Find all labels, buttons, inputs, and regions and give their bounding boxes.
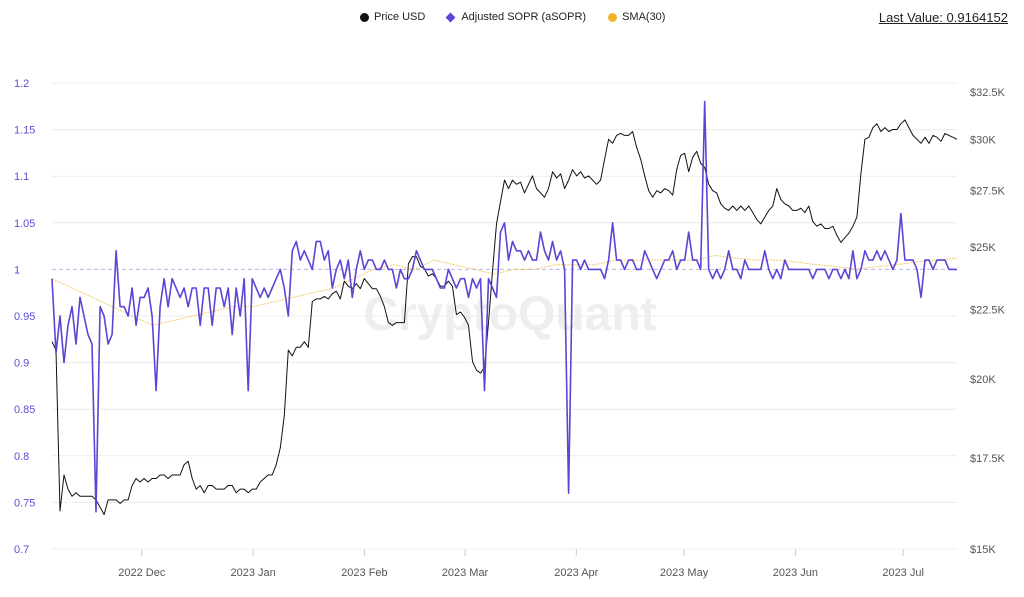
right-axis-tick-label: $17.5K [970, 453, 1006, 465]
legend-label: Adjusted SOPR (aSOPR) [461, 11, 587, 23]
circle-marker-icon [608, 12, 618, 22]
right-axis-tick-label: $15K [970, 544, 996, 556]
left-axis-tick-label: 1 [14, 264, 20, 276]
left-axis-tick-label: 1.05 [14, 218, 35, 230]
legend-item-asopr[interactable]: Adjusted SOPR (aSOPR) [445, 11, 587, 23]
right-axis-tick-label: $22.5K [970, 304, 1006, 316]
right-axis-tick-label: $30K [970, 134, 996, 146]
x-axis-tick-label: 2023 Jun [773, 567, 818, 579]
x-axis-tick-label: 2023 Jan [230, 567, 275, 579]
watermark: CryptoQuant [363, 288, 656, 341]
left-axis-tick-label: 1.15 [14, 125, 35, 137]
left-axis-tick-label: 0.9 [14, 358, 29, 370]
left-axis-tick-label: 0.8 [14, 451, 29, 463]
series-line-sma-30- [51, 254, 958, 326]
right-axis-tick-label: $32.5K [970, 87, 1006, 99]
left-axis-tick-label: 0.7 [14, 544, 29, 556]
x-axis-tick-label: 2023 Mar [442, 567, 489, 579]
left-axis-tick-label: 1.2 [14, 78, 29, 90]
chart-legend: Price USD Adjusted SOPR (aSOPR) SMA(30) [360, 11, 665, 23]
legend-label: Price USD [374, 11, 426, 23]
x-axis-tick-label: 2023 Feb [341, 567, 387, 579]
left-axis-tick-label: 0.95 [14, 311, 35, 323]
x-axis-tick-label: 2023 May [660, 567, 709, 579]
x-axis-tick-label: 2022 Dec [118, 567, 166, 579]
legend-item-price[interactable]: Price USD [360, 11, 425, 23]
legend-label: SMA(30) [622, 11, 666, 23]
left-axis-tick-label: 1.1 [14, 171, 29, 183]
left-axis-tick-label: 0.85 [14, 404, 35, 416]
last-value: Last Value: 0.9164152 [878, 10, 1008, 25]
x-axis-tick-label: 2023 Apr [554, 567, 598, 579]
legend-item-sma[interactable]: SMA(30) [608, 11, 665, 23]
x-axis-tick-label: 2023 Jul [882, 567, 924, 579]
series-line-adjusted-sopr-asopr- [51, 100, 957, 513]
left-axis-tick-label: 0.75 [14, 497, 35, 509]
series-line-price-usd [51, 119, 958, 516]
right-axis-tick-label: $27.5K [970, 186, 1006, 198]
right-axis-tick-label: $20K [970, 374, 996, 386]
circle-marker-icon [360, 12, 369, 22]
right-axis-tick-label: $25K [970, 242, 996, 254]
